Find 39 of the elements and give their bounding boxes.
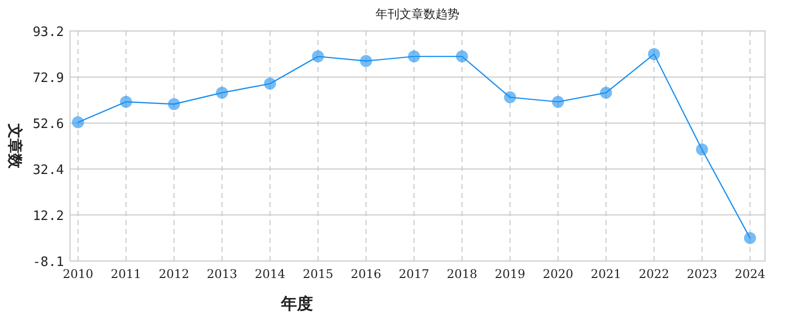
y-tick-label: 32.4 bbox=[32, 163, 64, 178]
y-tick-label: 93.2 bbox=[32, 25, 64, 40]
x-tick-label: 2020 bbox=[542, 267, 574, 281]
x-tick-label: 2017 bbox=[398, 267, 430, 281]
point bbox=[216, 86, 228, 99]
y-tick-label: 52.6 bbox=[32, 117, 64, 132]
point bbox=[120, 96, 132, 108]
x-tick-label: 2013 bbox=[206, 267, 238, 281]
x-tick-label: 2014 bbox=[254, 267, 286, 281]
x-tick-label: 2021 bbox=[590, 267, 622, 281]
x-tick-label: 2022 bbox=[638, 267, 670, 281]
point bbox=[312, 50, 324, 62]
point bbox=[360, 54, 372, 67]
x-tick-label: 2016 bbox=[350, 267, 382, 281]
x-tick-label: 2015 bbox=[302, 267, 334, 281]
point bbox=[456, 50, 468, 62]
point bbox=[504, 91, 516, 104]
x-tick-label: 2019 bbox=[494, 267, 526, 281]
x-tick-label: 2012 bbox=[158, 267, 190, 281]
point bbox=[552, 96, 564, 108]
point bbox=[72, 116, 84, 128]
point bbox=[600, 86, 612, 99]
point bbox=[744, 232, 756, 244]
point bbox=[264, 78, 276, 90]
point bbox=[408, 50, 420, 62]
x-tick-label: 2024 bbox=[734, 267, 766, 281]
chart-title: 年刊文章数趋势 bbox=[376, 7, 460, 21]
point bbox=[648, 48, 660, 60]
x-tick-label: 2010 bbox=[62, 267, 94, 281]
y-tick-label: -8.1 bbox=[32, 255, 64, 270]
x-tick-label: 2023 bbox=[686, 267, 718, 281]
point bbox=[168, 98, 180, 110]
point bbox=[696, 144, 708, 156]
x-tick-label: 2018 bbox=[446, 267, 478, 281]
y-axis-title: 文章数 bbox=[6, 122, 24, 170]
x-axis-title: 年度 bbox=[280, 294, 313, 313]
x-tick-label: 2011 bbox=[110, 267, 142, 281]
y-tick-label: 12.2 bbox=[32, 208, 64, 224]
y-tick-label: 72.9 bbox=[32, 71, 64, 86]
